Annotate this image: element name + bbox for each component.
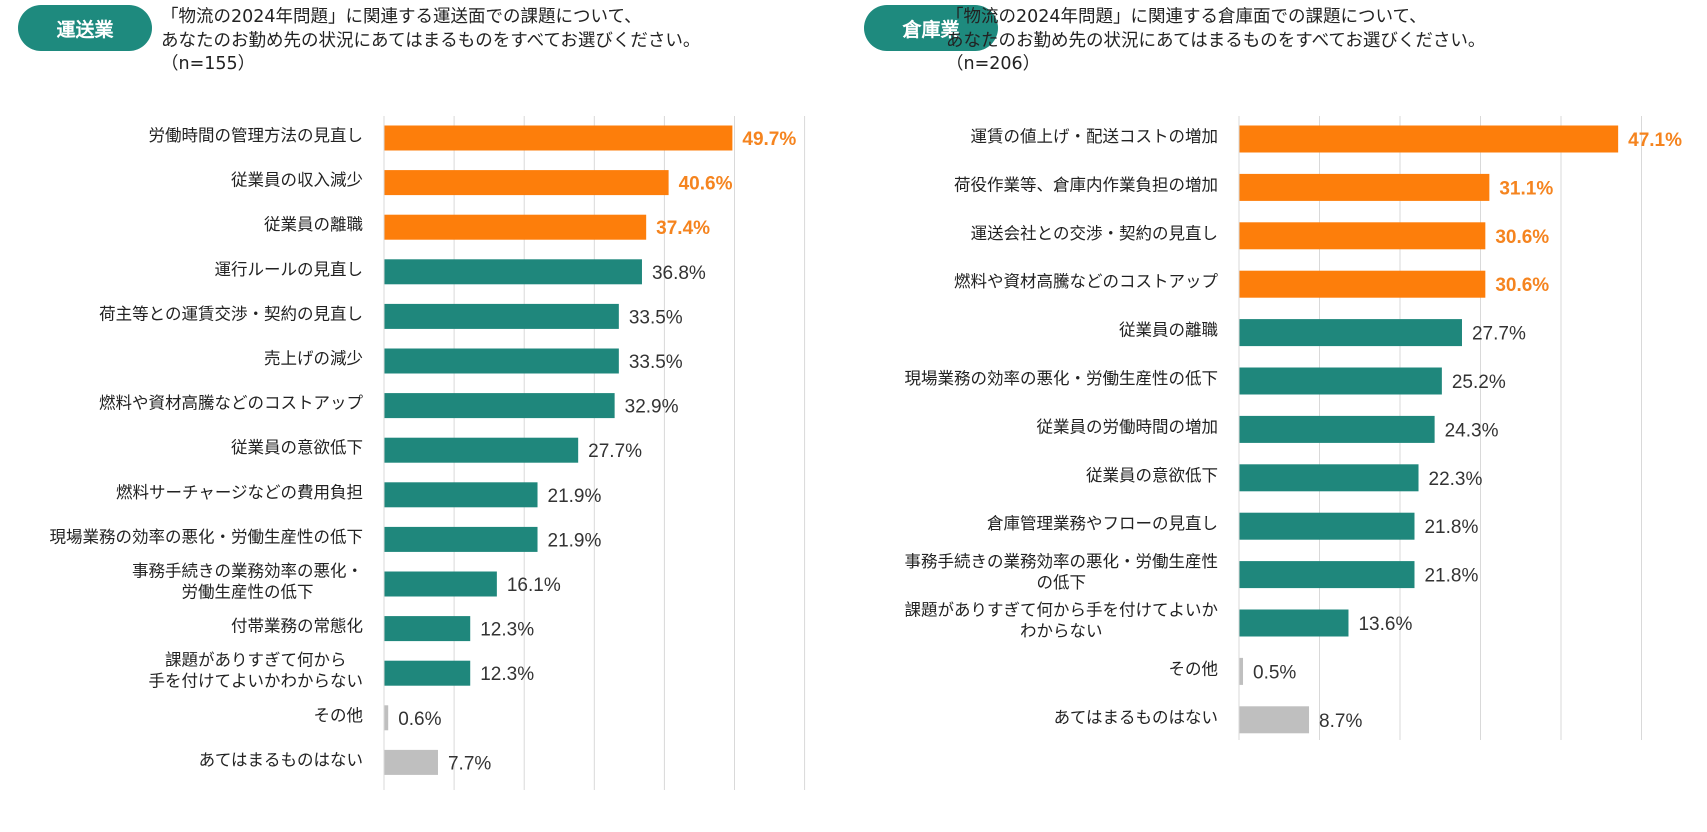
value-label: 24.3% <box>1445 420 1499 441</box>
category-label: 燃料サーチャージなどの費用負担 <box>116 483 363 502</box>
category-label: 燃料や資材高騰などのコストアップ <box>99 394 364 413</box>
bar <box>1239 415 1435 443</box>
value-label: 30.6% <box>1495 275 1549 296</box>
category-label: 運行ルールの見直し <box>215 260 364 279</box>
bar-chart-transport: 49.7% 労働時間の管理方法の見直し 40.6% 従業員の収入減少 37.4% 従業員の… <box>50 116 806 790</box>
bar <box>384 393 615 419</box>
bar <box>1239 319 1462 347</box>
value-label: 7.7% <box>448 753 491 774</box>
category-label: 倉庫管理業務やフローの見直し <box>987 514 1218 533</box>
value-label: 40.6% <box>679 174 733 195</box>
value-label: 33.5% <box>629 352 683 373</box>
value-label: 0.6% <box>398 709 441 730</box>
panel-transport: 運送業 「物流の2024年問題」に関連する運送面での課題について、 あなたのお勤… <box>0 0 850 832</box>
question-line: 「物流の2024年問題」に関連する運送面での課題について、 <box>161 7 642 27</box>
bar <box>1239 173 1490 201</box>
question-line: あなたのお勤め先の状況にあてはまるものをすべてお選びください。 <box>946 30 1486 51</box>
bar <box>1239 367 1442 395</box>
category-label: 事務手続きの業務効率の悪化・労働生産性の低下 <box>132 562 363 602</box>
industry-badge: 運送業 <box>18 5 152 51</box>
bar <box>1239 609 1349 637</box>
category-label: 課題がありすぎて何から手を付けてよいかわからない <box>149 651 364 691</box>
category-label: 従業員の離職 <box>1119 321 1218 340</box>
value-label: 13.6% <box>1358 614 1412 635</box>
category-label: 課題がありすぎて何から手を付けてよいかわからない <box>905 601 1219 641</box>
bar <box>384 526 538 552</box>
bar <box>1239 270 1486 298</box>
category-label: その他 <box>314 706 364 725</box>
bar <box>384 303 619 329</box>
category-label: 事務手続きの業務効率の悪化・労働生産性の低下 <box>905 552 1219 592</box>
value-label: 49.7% <box>742 129 796 150</box>
bar <box>384 616 471 642</box>
category-label: 荷主等との運賃交渉・契約の見直し <box>99 304 363 323</box>
sample-size: （n=155） <box>161 54 256 74</box>
value-label: 12.3% <box>480 664 534 685</box>
bar <box>384 259 642 285</box>
category-label: 燃料や資材高騰などのコストアップ <box>954 272 1219 291</box>
bar <box>1239 561 1415 589</box>
bar <box>1239 706 1310 734</box>
value-label: 21.9% <box>548 530 602 551</box>
category-label: 従業員の意欲低下 <box>1086 466 1218 485</box>
value-label: 27.7% <box>1472 324 1526 345</box>
question-line: 「物流の2024年問題」に関連する倉庫面での課題について、 <box>946 7 1427 27</box>
category-label: 運送会社との交渉・契約の見直し <box>971 224 1218 243</box>
category-label: 荷役作業等、倉庫内作業負担の増加 <box>954 175 1218 194</box>
panel-warehouse: 倉庫業 「物流の2024年問題」に関連する倉庫面での課題について、 あなたのお勤… <box>855 0 1707 832</box>
industry-badge: 倉庫業 <box>864 5 998 51</box>
bar-chart-warehouse: 47.1% 運賃の値上げ・配送コストの増加 31.1% 荷役作業等、倉庫内作業負担の増… <box>905 116 1682 740</box>
value-label: 31.1% <box>1499 178 1553 199</box>
value-label: 8.7% <box>1319 711 1362 732</box>
survey-question: 「物流の2024年問題」に関連する倉庫面での課題について、 あなたのお勤め先の状… <box>946 6 1485 77</box>
category-label: 付帯業務の常態化 <box>231 617 363 636</box>
bar <box>384 170 669 196</box>
category-label: 運賃の値上げ・配送コストの増加 <box>971 127 1219 146</box>
bar <box>384 571 497 597</box>
bar <box>384 348 619 374</box>
value-label: 21.8% <box>1424 566 1478 587</box>
value-label: 16.1% <box>507 575 561 596</box>
category-label: 従業員の離職 <box>264 215 363 234</box>
value-label: 21.9% <box>548 486 602 507</box>
sample-size: （n=206） <box>946 54 1041 74</box>
value-label: 21.8% <box>1424 517 1478 538</box>
value-label: 12.3% <box>480 620 534 641</box>
category-label: 従業員の収入減少 <box>231 171 363 190</box>
bar <box>384 214 647 240</box>
bar <box>1239 222 1486 250</box>
value-label: 0.5% <box>1253 662 1296 683</box>
category-label: あてはまるものはない <box>1054 708 1218 727</box>
value-label: 36.8% <box>652 263 706 284</box>
survey-question: 「物流の2024年問題」に関連する運送面での課題について、 あなたのお勤め先の状… <box>161 6 700 77</box>
bar <box>384 705 389 731</box>
bar <box>384 660 471 686</box>
category-label: 現場業務の効率の悪化・労働生産性の低下 <box>905 369 1219 388</box>
category-label: 従業員の意欲低下 <box>231 438 363 457</box>
bar <box>1239 512 1415 540</box>
value-label: 32.9% <box>625 397 679 418</box>
bar <box>1239 657 1244 685</box>
bar <box>1239 464 1419 492</box>
value-label: 30.6% <box>1495 227 1549 248</box>
bar <box>1239 125 1619 153</box>
category-label: 売上げの減少 <box>264 349 363 368</box>
category-label: 従業員の労働時間の増加 <box>1037 417 1219 436</box>
category-label: あてはまるものはない <box>199 750 363 769</box>
question-line: あなたのお勤め先の状況にあてはまるものをすべてお選びください。 <box>161 30 701 51</box>
value-label: 25.2% <box>1452 372 1506 393</box>
value-label: 27.7% <box>588 441 642 462</box>
bar <box>384 482 538 508</box>
bar <box>384 437 579 463</box>
category-label: 現場業務の効率の悪化・労働生産性の低下 <box>50 527 364 546</box>
bar <box>384 749 438 775</box>
value-label: 47.1% <box>1628 130 1682 151</box>
category-label: その他 <box>1169 659 1219 678</box>
bar <box>384 125 733 151</box>
value-label: 22.3% <box>1429 469 1483 490</box>
value-label: 37.4% <box>656 218 710 239</box>
category-label: 労働時間の管理方法の見直し <box>149 126 364 145</box>
value-label: 33.5% <box>629 307 683 328</box>
